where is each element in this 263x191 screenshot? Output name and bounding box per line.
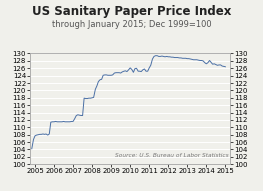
Text: Source: U.S. Bureau of Labor Statistics: Source: U.S. Bureau of Labor Statistics — [114, 153, 228, 158]
Text: through January 2015; Dec 1999=100: through January 2015; Dec 1999=100 — [52, 20, 211, 29]
Text: US Sanitary Paper Price Index: US Sanitary Paper Price Index — [32, 5, 231, 18]
